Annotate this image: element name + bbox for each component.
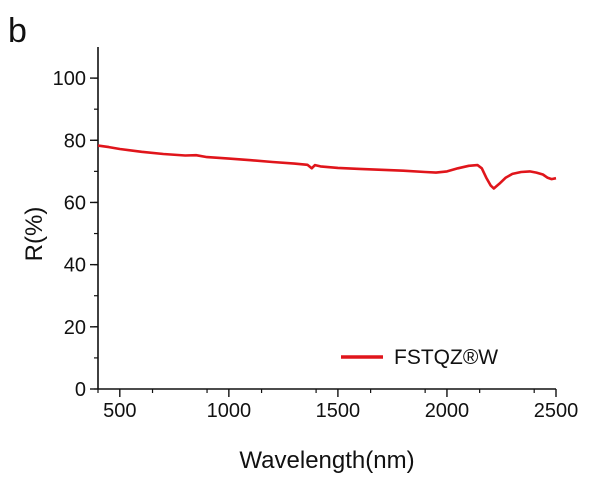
y-tick-label: 20 bbox=[64, 317, 86, 339]
legend: FSTQZ®W bbox=[341, 346, 498, 369]
y-tick-label: 60 bbox=[64, 192, 86, 214]
y-tick-label: 80 bbox=[64, 130, 86, 152]
y-axis-title: R(%) bbox=[21, 207, 48, 262]
x-tick-label: 2000 bbox=[425, 400, 470, 422]
y-tick-label: 40 bbox=[64, 255, 86, 277]
x-tick-label: 2500 bbox=[534, 400, 579, 422]
series-line bbox=[97, 144, 557, 190]
x-tick-label: 500 bbox=[103, 400, 136, 422]
y-axis: 0 20 40 60 80 100 bbox=[53, 68, 98, 401]
x-axis: 500 1000 1500 2000 2500 bbox=[97, 389, 579, 422]
x-tick-label: 1000 bbox=[207, 400, 252, 422]
y-tick-label: 100 bbox=[53, 68, 86, 90]
x-axis-title: Wavelength(nm) bbox=[239, 447, 414, 474]
series-layer bbox=[97, 144, 557, 190]
legend-label: FSTQZ®W bbox=[394, 346, 498, 369]
y-tick-label: 0 bbox=[75, 379, 86, 401]
plot-area bbox=[97, 47, 556, 390]
panel-label: b bbox=[8, 12, 27, 50]
x-tick-label: 1500 bbox=[316, 400, 361, 422]
